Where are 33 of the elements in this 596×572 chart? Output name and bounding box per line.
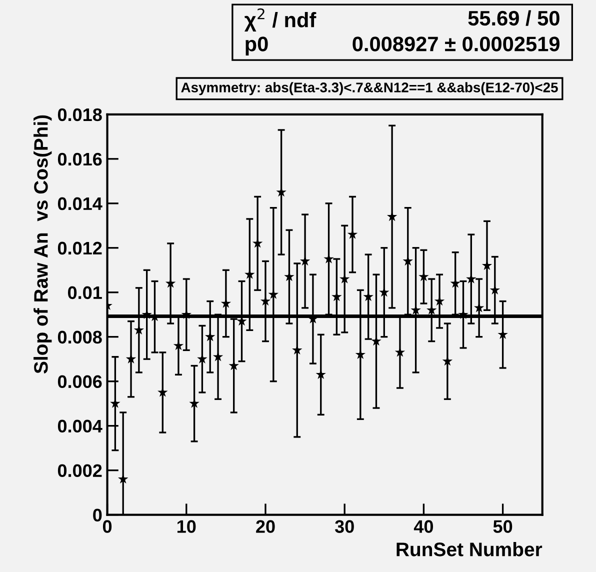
point [252,238,263,248]
point [474,302,484,312]
y-tick-label: 0.006 [58,375,102,388]
y-tick-label: 0.014 [58,197,102,210]
point [339,274,350,284]
text: 0.008927 ± 0.0002519 [352,36,560,52]
point [134,324,144,335]
text: p0 [246,36,268,56]
x-tick-label: 40 [414,520,434,533]
point [181,309,192,319]
y-tick-label: 0.01 [68,286,102,300]
text: 55.69 / 50 [468,10,560,26]
point [490,284,500,294]
x-tick-label: 50 [493,520,512,533]
y-tick-label: 0.002 [58,464,102,478]
text: Asymmetry: abs(Eta-3.3)<.7&&N12==1 &&abs(E12-70)<25 [181,82,558,96]
x-tick-label: 0 [102,520,112,533]
point [394,347,406,357]
y-axis-title: Slop of Raw An vs Cos(Phi) [34,115,52,374]
y-tick-label: 0.016 [58,152,102,166]
y-tick-label: 0.008 [58,330,102,344]
x-axis-title: RunSet Number [396,542,542,556]
y-tick-label: 0.012 [58,242,102,255]
y-tick-label: 0.004 [58,420,102,433]
point [220,298,232,308]
text: χ$^{2}$ / ndf [244,8,316,32]
x-tick-label: 20 [256,520,275,533]
x-tick-label: 10 [177,520,196,533]
y-tick-label: 0 [93,508,102,522]
y-tick-label: 0.018 [58,108,102,122]
point [165,278,176,288]
point [268,289,279,299]
x-tick-label: 30 [334,520,354,533]
